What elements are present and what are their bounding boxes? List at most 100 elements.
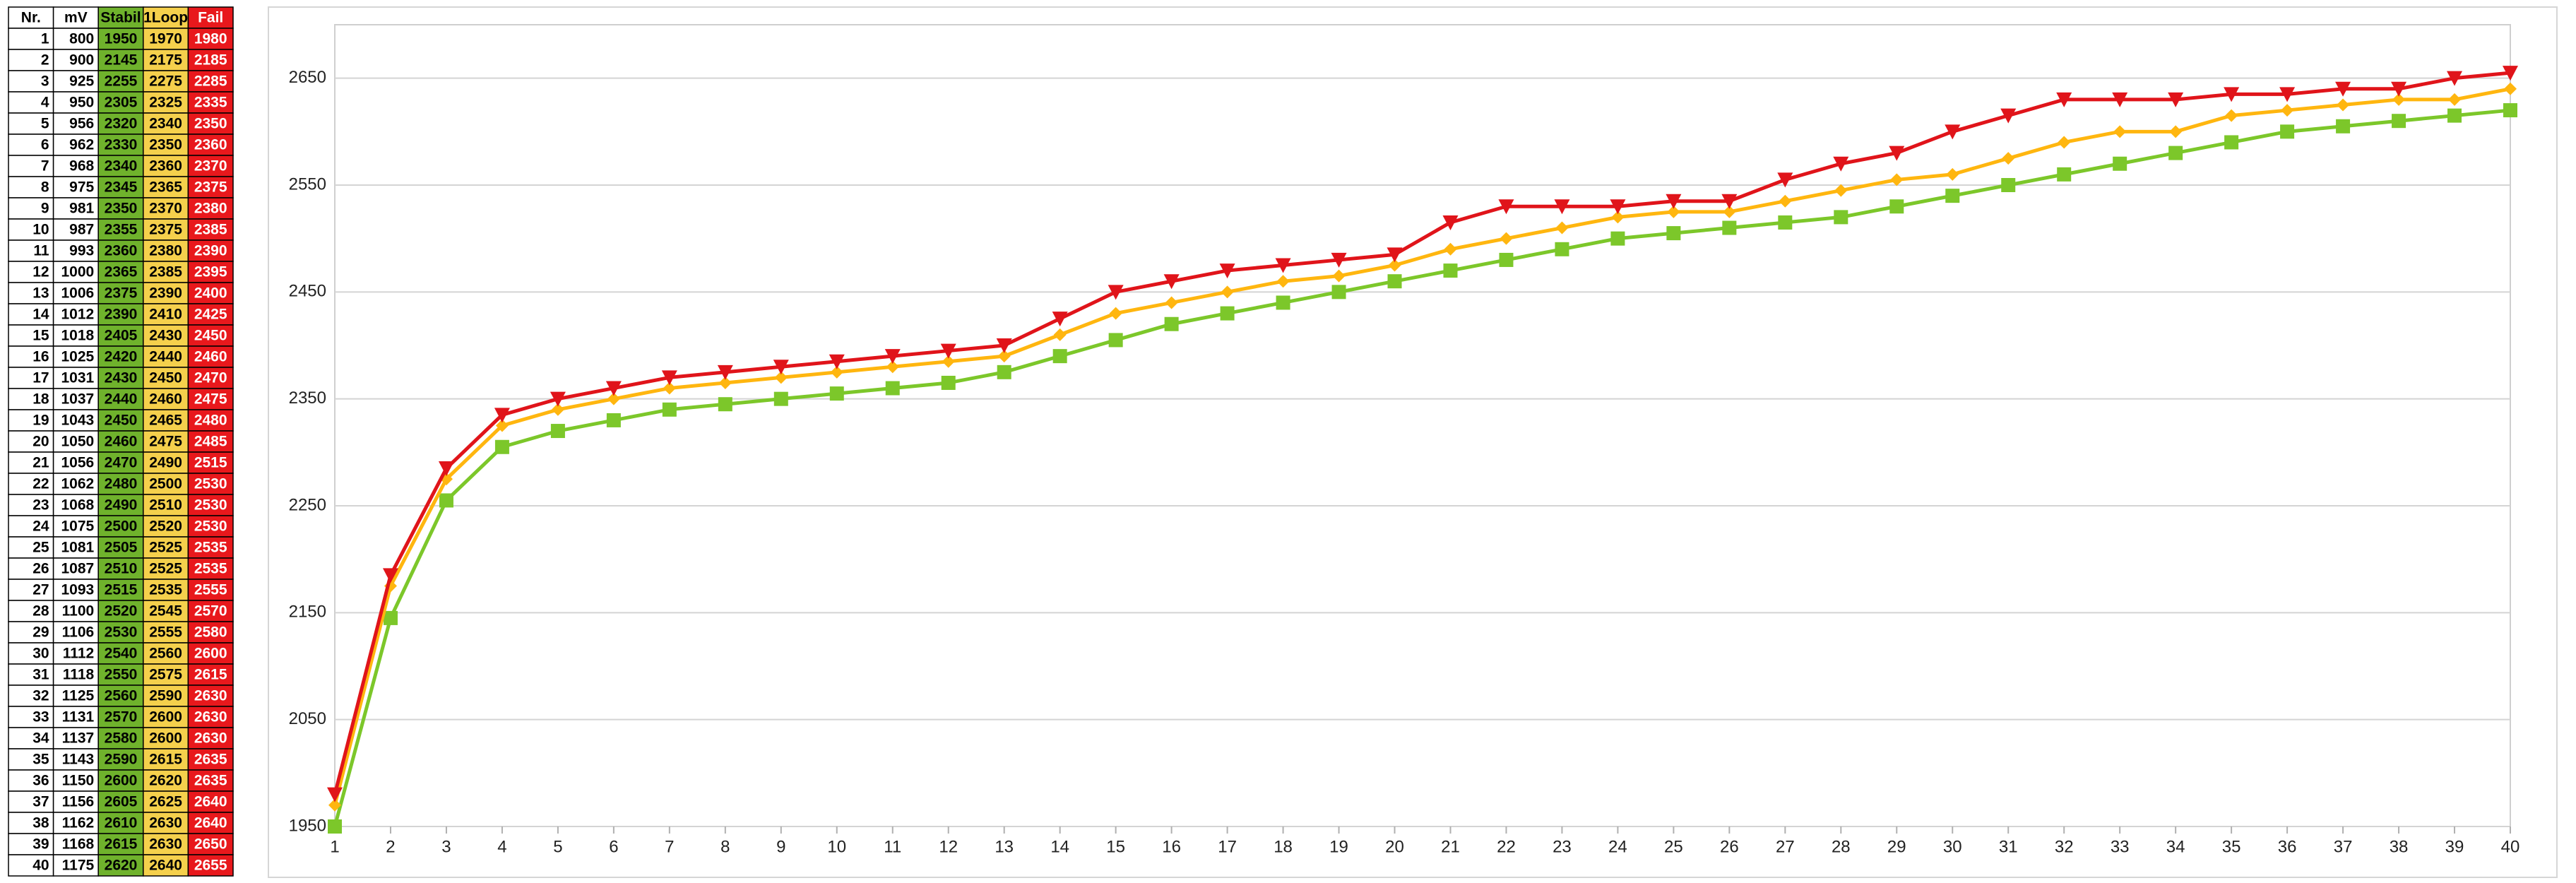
cell-text: 15	[32, 328, 49, 344]
table-cell	[52, 112, 99, 135]
table-cell	[187, 70, 234, 93]
cell-text: 6	[41, 137, 49, 153]
table-cell	[52, 748, 99, 771]
marker	[829, 354, 845, 369]
cell-text: 2475	[194, 391, 227, 408]
table-cell	[187, 367, 234, 389]
x-tick-label: 2	[386, 837, 395, 856]
table-cell	[8, 727, 54, 749]
table-cell	[52, 833, 99, 855]
x-tick-label: 17	[1218, 837, 1237, 856]
table-cell	[8, 621, 54, 644]
marker	[2335, 81, 2351, 97]
cell-text: 2525	[149, 561, 182, 577]
marker	[718, 397, 732, 412]
marker	[2391, 81, 2407, 97]
cell-text: 1037	[61, 391, 94, 408]
marker	[1276, 295, 1290, 310]
cell-text: 2520	[105, 603, 138, 620]
cell-text: 1043	[61, 413, 94, 429]
table-cell	[187, 324, 234, 347]
cell-text: 22	[32, 476, 49, 492]
table-cell	[143, 473, 189, 495]
marker	[2113, 125, 2127, 138]
cell-text: 2365	[149, 179, 182, 196]
marker	[774, 371, 788, 384]
marker	[942, 355, 955, 368]
marker	[1945, 189, 1960, 203]
cell-text: 2255	[105, 73, 138, 90]
table-cell	[97, 91, 144, 114]
marker	[1779, 194, 1792, 208]
cell-text: 2650	[194, 836, 227, 853]
cell-text: 2340	[149, 116, 182, 132]
marker	[1275, 258, 1291, 273]
marker	[1778, 215, 1793, 230]
cell-text: 2580	[105, 730, 138, 747]
cell-text: 9	[41, 201, 49, 217]
cell-text: 1087	[61, 561, 94, 577]
table-cell	[187, 218, 234, 241]
cell-text: 1143	[62, 752, 95, 768]
table-cell	[143, 91, 189, 114]
cell-text: 2325	[149, 95, 182, 111]
marker	[773, 391, 788, 406]
cell-text: 2530	[194, 497, 227, 514]
marker	[2392, 93, 2406, 106]
cell-text: 12	[32, 264, 49, 280]
header-text: Fail	[198, 10, 223, 26]
x-tick-label: 8	[720, 837, 730, 856]
series-line	[333, 108, 2511, 827]
table-cell	[97, 282, 144, 304]
cell-text: 1125	[62, 688, 95, 704]
marker	[2169, 125, 2183, 138]
table-cell	[187, 854, 234, 877]
marker	[438, 461, 454, 477]
table-cell	[143, 134, 189, 156]
cell-text: 37	[32, 794, 49, 810]
cell-text: 2370	[194, 158, 227, 174]
cell-text: 2615	[149, 752, 182, 768]
table-cell	[52, 536, 99, 559]
marker	[1500, 232, 1513, 245]
x-tick-label: 14	[1050, 837, 1069, 856]
table-cell	[143, 430, 189, 453]
cell-text: 800	[69, 31, 94, 47]
marker	[1722, 220, 1737, 235]
table-cell	[187, 345, 234, 368]
cell-text: 2535	[149, 582, 182, 598]
marker	[495, 419, 509, 432]
marker	[1331, 285, 1346, 300]
cell-text: 21	[32, 455, 49, 471]
marker	[550, 391, 566, 407]
cell-text: 2490	[105, 497, 138, 514]
x-tick-label: 9	[776, 837, 785, 856]
marker	[2281, 104, 2294, 117]
cell-text: 2630	[194, 709, 227, 725]
marker	[551, 403, 564, 416]
table-cell	[8, 261, 54, 283]
table-cell	[52, 494, 99, 516]
marker	[940, 343, 956, 359]
x-tick-label: 3	[441, 837, 451, 856]
x-tick-label: 24	[1608, 837, 1627, 856]
cell-text: 2600	[105, 773, 138, 789]
marker	[605, 381, 622, 396]
table-cell	[187, 451, 234, 474]
cell-text: 2330	[105, 137, 138, 153]
x-tick-label: 19	[1329, 837, 1348, 856]
cell-text: 2440	[149, 349, 182, 365]
cell-text: 2360	[194, 137, 227, 153]
cell-text: 2145	[105, 52, 138, 69]
x-tick-label: 13	[995, 837, 1014, 856]
x-tick-label: 36	[2278, 837, 2297, 856]
marker	[1220, 306, 1235, 321]
cell-text: 2505	[105, 540, 138, 556]
table-cell	[143, 642, 189, 665]
table-cell	[143, 494, 189, 516]
cell-text: 2615	[105, 836, 138, 853]
cell-text: 24	[32, 518, 49, 535]
cell-text: 1100	[62, 603, 95, 620]
marker	[2280, 124, 2295, 139]
cell-text: 2600	[149, 730, 182, 747]
